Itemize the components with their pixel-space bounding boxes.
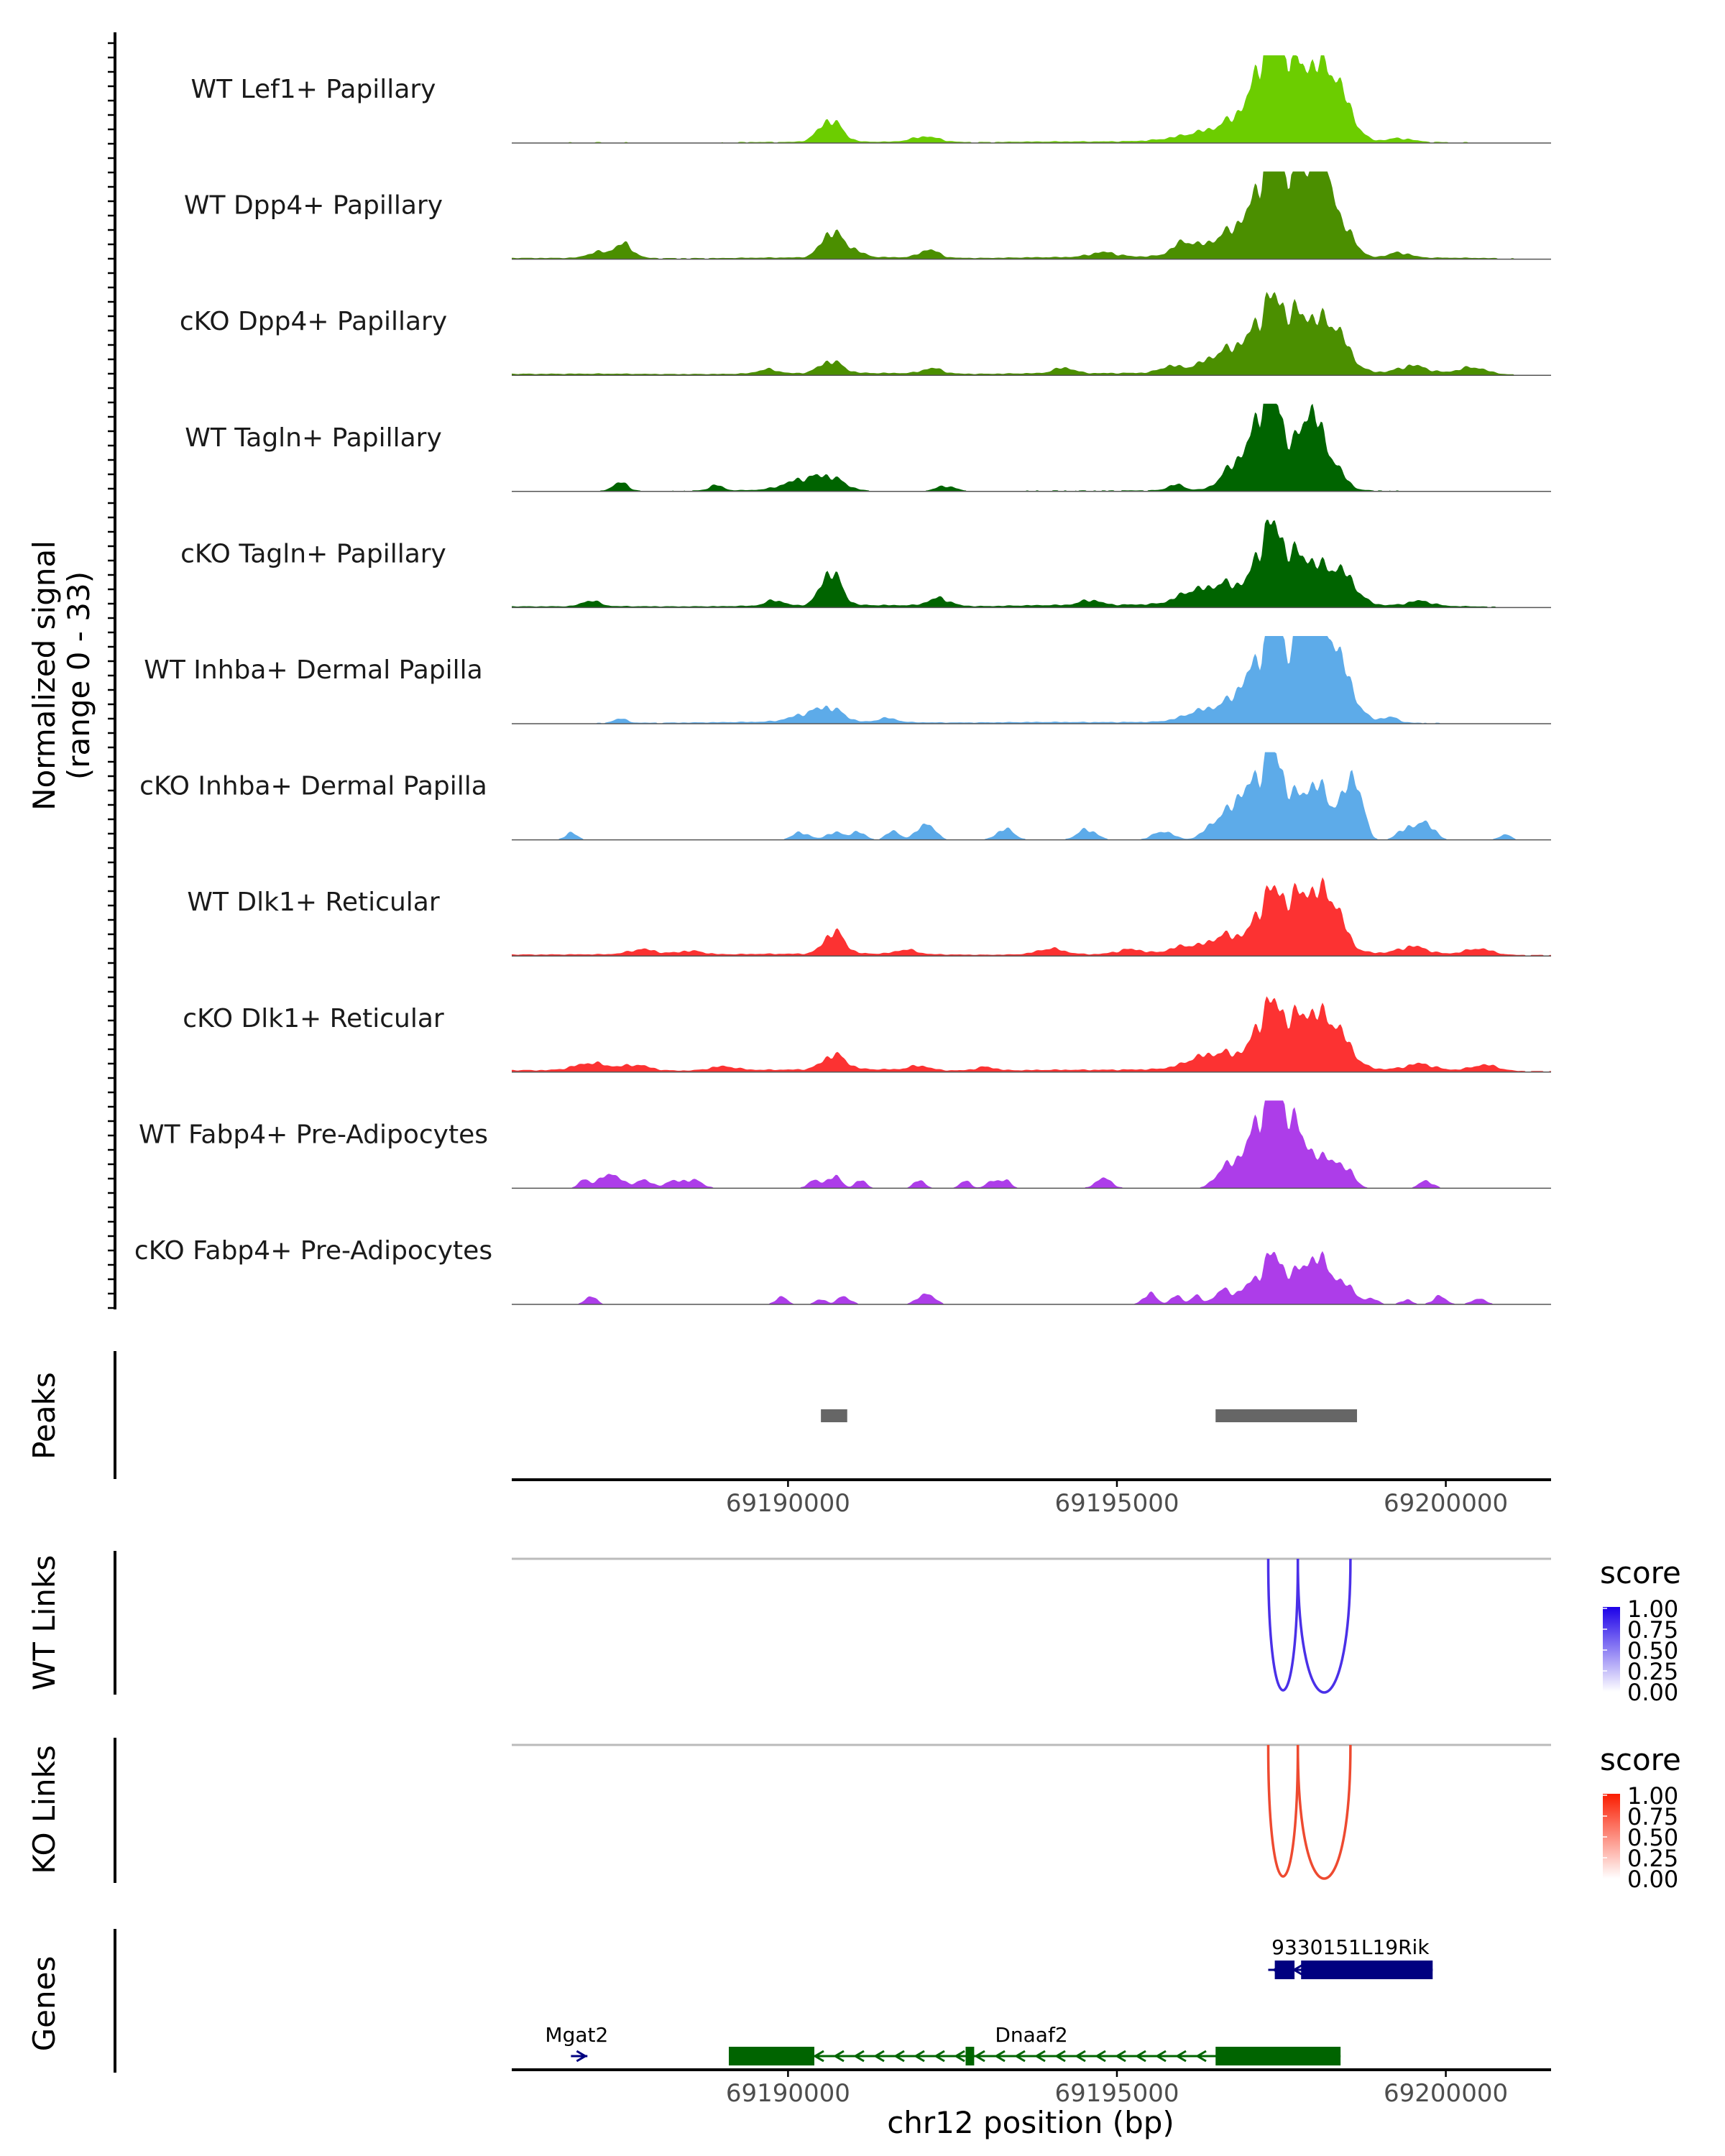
ko-links-label: KO Links xyxy=(27,1745,62,1874)
x-axis-bottom-tick-label: 69190000 xyxy=(726,2079,850,2108)
coverage-area-9 xyxy=(512,1100,1551,1189)
link-arc-1-1 xyxy=(1296,1744,1352,1880)
gene-exon-2-1 xyxy=(965,2047,975,2065)
gene-strand-arrow-2 xyxy=(1115,2050,1126,2063)
wt-links-label: WT Links xyxy=(27,1555,62,1690)
gene-strand-arrow-2 xyxy=(1155,2050,1167,2063)
wt-links-legend-title: score xyxy=(1600,1555,1681,1590)
genes-track: Mgat2 9330151L19Rik Dnaaf2 xyxy=(114,1929,1433,2073)
coverage-area-1 xyxy=(512,171,1551,259)
x-axis-title: chr12 position (bp) xyxy=(887,2105,1174,2140)
coverage-tracks: WT Lef1+ Papillary WT Dpp4+ Papillary cKO … xyxy=(108,32,1551,1309)
gene-strand-arrow-2 xyxy=(833,2050,845,2063)
gene-strand-arrow-2 xyxy=(1095,2050,1106,2063)
links-legend-tick-label-0: 0.75 xyxy=(1627,1616,1678,1644)
peaks-track xyxy=(114,1351,1358,1479)
coverage-track-label-0: WT Lef1+ Papillary xyxy=(191,75,436,104)
coverage-area-8 xyxy=(512,996,1551,1072)
links-legend-tick-label-1: 1.00 xyxy=(1627,1782,1678,1810)
gene-label-0: Mgat2 xyxy=(545,2023,608,2047)
gene-strand-arrow-2 xyxy=(1054,2050,1066,2063)
links-legend-tick-label-0: 0.25 xyxy=(1627,1658,1678,1685)
coverage-track-label-6: cKO Inhba+ Dermal Papilla xyxy=(139,772,487,801)
coverage-area-5 xyxy=(512,636,1551,724)
coverage-track-label-9: WT Fabp4+ Pre-Adipocytes xyxy=(139,1120,488,1149)
gene-exon-2-2 xyxy=(1215,2047,1341,2065)
coverage-area-4 xyxy=(512,520,1551,608)
coverage-area-0 xyxy=(512,55,1551,143)
links-legend-tick-label-0: 0.50 xyxy=(1627,1637,1678,1664)
coverage-area-6 xyxy=(512,752,1551,840)
x-axis-top-tick-label: 69200000 xyxy=(1384,1489,1508,1518)
link-arc-0-0 xyxy=(1266,1558,1300,1692)
gene-strand-arrow-0 xyxy=(576,2050,588,2063)
gene-strand-arrow-2 xyxy=(974,2050,985,2063)
x-axis-top-tick-label: 69195000 xyxy=(1054,1489,1179,1518)
x-axis-bottom: 69190000 69195000 69200000 xyxy=(512,2068,1551,2108)
gene-strand-arrow-2 xyxy=(1075,2050,1086,2063)
x-axis-top-tick-label: 69190000 xyxy=(726,1489,850,1518)
links-legend-tick-label-0: 0.00 xyxy=(1627,1679,1678,1706)
gene-strand-arrow-2 xyxy=(1135,2050,1146,2063)
gene-label-1: 9330151L19Rik xyxy=(1271,1935,1430,1959)
links-legend-colorbar-1 xyxy=(1603,1794,1620,1879)
coverage-area-3 xyxy=(512,403,1551,492)
links-legend-colorbar-0 xyxy=(1603,1607,1620,1692)
coverage-area-7 xyxy=(512,877,1551,957)
gene-strand-arrow-2 xyxy=(1014,2050,1026,2063)
links-legend-tick-label-1: 0.50 xyxy=(1627,1824,1678,1851)
gene-strand-arrow-2 xyxy=(1195,2050,1207,2063)
gene-strand-arrow-2 xyxy=(934,2050,945,2063)
coverage-track-label-3: WT Tagln+ Papillary xyxy=(185,423,442,453)
coverage-y-range-label: (range 0 - 33) xyxy=(61,571,96,780)
coverage-track-label-7: WT Dlk1+ Reticular xyxy=(187,888,439,917)
peaks-track-label: Peaks xyxy=(27,1372,62,1460)
links-legend-tick-label-1: 0.00 xyxy=(1627,1866,1678,1893)
gene-exon-1-1 xyxy=(1301,1961,1433,1979)
gene-strand-arrow-2 xyxy=(813,2050,824,2063)
coverage-track-label-5: WT Inhba+ Dermal Papilla xyxy=(144,655,482,685)
x-axis-top: 69190000 69195000 69200000 xyxy=(512,1478,1551,1518)
coverage-track-label-2: cKO Dpp4+ Papillary xyxy=(180,307,447,336)
coverage-area-2 xyxy=(512,292,1551,376)
genes-track-label: Genes xyxy=(27,1956,62,2052)
links-tracks: 1.000.750.500.250.001.000.750.500.250.00 xyxy=(114,1551,1678,1893)
coverage-track-label-10: cKO Fabp4+ Pre-Adipocytes xyxy=(134,1236,492,1266)
links-legend-tick-label-1: 0.75 xyxy=(1627,1803,1678,1830)
coverage-area-10 xyxy=(512,1250,1551,1304)
gene-exon-1-0 xyxy=(1274,1961,1295,1979)
coverage-y-label: Normalized signal xyxy=(27,540,62,811)
coverage-track-label-4: cKO Tagln+ Papillary xyxy=(180,539,446,568)
gene-strand-arrow-2 xyxy=(914,2050,925,2063)
peak-region-1 xyxy=(1215,1409,1358,1422)
coverage-track-label-1: WT Dpp4+ Papillary xyxy=(184,191,443,221)
x-axis-bottom-tick-label: 69195000 xyxy=(1054,2079,1179,2108)
peak-region-0 xyxy=(821,1409,847,1422)
gene-strand-arrow-2 xyxy=(994,2050,1006,2063)
link-arc-0-1 xyxy=(1296,1558,1352,1694)
links-legend-tick-label-1: 0.25 xyxy=(1627,1845,1678,1872)
gene-strand-arrow-2 xyxy=(893,2050,905,2063)
gene-strand-arrow-2 xyxy=(1175,2050,1187,2063)
ko-links-legend-title: score xyxy=(1600,1742,1681,1777)
gene-strand-arrow-2 xyxy=(954,2050,965,2063)
gene-strand-arrow-2 xyxy=(873,2050,885,2063)
gene-strand-arrow-2 xyxy=(853,2050,865,2063)
gene-label-2: Dnaaf2 xyxy=(995,2023,1067,2047)
coverage-track-label-8: cKO Dlk1+ Reticular xyxy=(183,1004,444,1033)
gene-strand-arrow-2 xyxy=(1034,2050,1046,2063)
link-arc-1-0 xyxy=(1266,1744,1300,1878)
links-legend-tick-label-0: 1.00 xyxy=(1627,1595,1678,1623)
gene-exon-2-0 xyxy=(729,2047,814,2065)
x-axis-bottom-tick-label: 69200000 xyxy=(1384,2079,1508,2108)
